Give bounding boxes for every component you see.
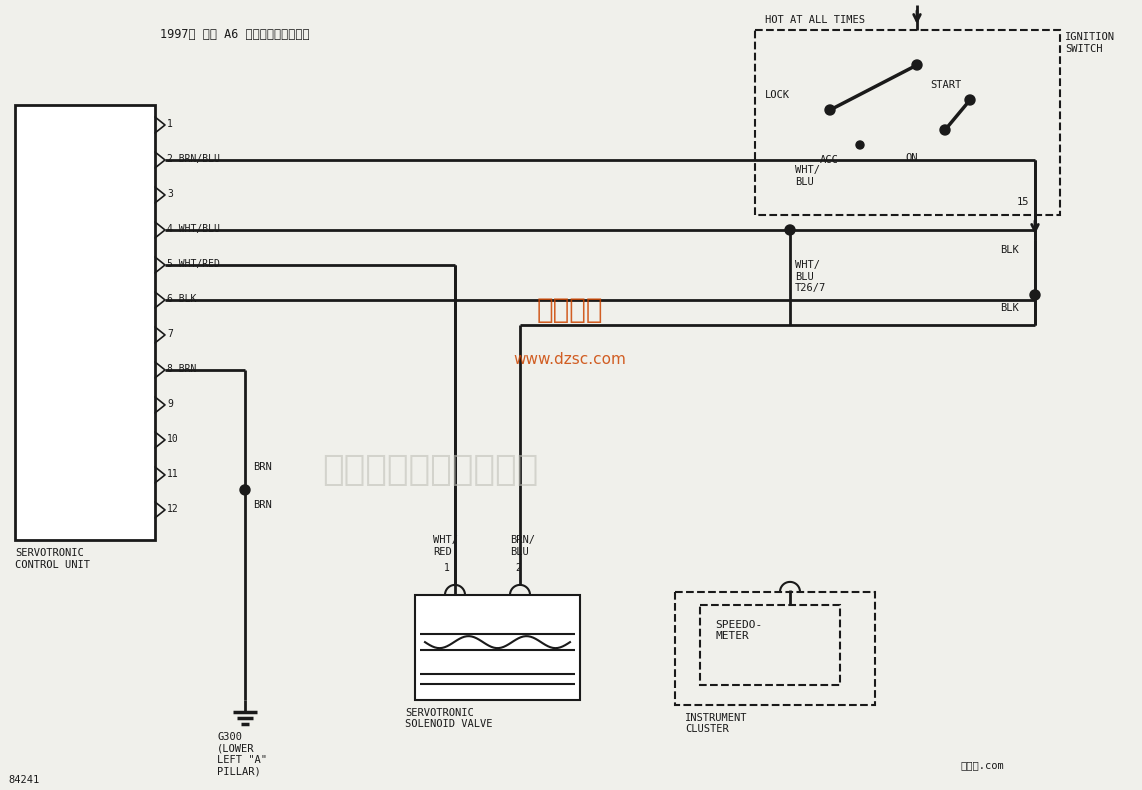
Text: BRN: BRN [254, 500, 272, 510]
Text: 84241: 84241 [8, 775, 39, 784]
Text: 4 WHT/BLU: 4 WHT/BLU [167, 224, 220, 234]
Circle shape [785, 225, 795, 235]
Text: 3: 3 [167, 189, 172, 199]
Text: 维库一下: 维库一下 [537, 296, 603, 324]
Text: IGNITION
SWITCH: IGNITION SWITCH [1065, 32, 1115, 54]
Text: 9: 9 [167, 399, 172, 409]
Text: 1: 1 [444, 563, 450, 573]
Text: SERVOTRONIC
SOLENOID VALVE: SERVOTRONIC SOLENOID VALVE [405, 708, 492, 729]
Circle shape [825, 105, 835, 115]
Text: 5 WHT/RED: 5 WHT/RED [167, 259, 220, 269]
Text: 捷线图.com: 捷线图.com [960, 760, 1004, 770]
Text: 8 BRN: 8 BRN [167, 364, 196, 374]
Bar [675, 592, 875, 705]
Text: BRN/
BLU: BRN/ BLU [510, 535, 534, 556]
Bar [15, 105, 155, 540]
Text: 10: 10 [167, 434, 179, 444]
Text: SERVOTRONIC
CONTROL UNIT: SERVOTRONIC CONTROL UNIT [15, 548, 90, 570]
Text: 2: 2 [515, 563, 521, 573]
Text: BRN: BRN [254, 462, 272, 472]
Bar [700, 605, 841, 685]
Circle shape [1030, 290, 1040, 300]
Text: ON: ON [904, 153, 917, 163]
Text: 15: 15 [1018, 197, 1029, 207]
Text: WHT/
RED: WHT/ RED [433, 535, 458, 556]
Text: BLK: BLK [1000, 245, 1019, 255]
Text: www.dzsc.com: www.dzsc.com [514, 352, 627, 367]
Text: 11: 11 [167, 469, 179, 479]
Circle shape [940, 125, 950, 135]
Text: 7: 7 [167, 329, 172, 339]
Text: 6 BLK: 6 BLK [167, 294, 196, 304]
Text: SPEEDO-
METER: SPEEDO- METER [715, 620, 762, 641]
Text: WHT/
BLU
T26/7: WHT/ BLU T26/7 [795, 260, 827, 293]
Text: HOT AT ALL TIMES: HOT AT ALL TIMES [765, 15, 864, 25]
Circle shape [912, 60, 922, 70]
Bar [755, 30, 1060, 215]
Text: BLK: BLK [1000, 303, 1019, 313]
Text: G300
(LOWER
LEFT "A"
PILLAR): G300 (LOWER LEFT "A" PILLAR) [217, 732, 267, 777]
Circle shape [856, 141, 864, 149]
Text: ACC: ACC [820, 155, 838, 165]
Text: 1: 1 [167, 119, 172, 129]
Text: INSTRUMENT
CLUSTER: INSTRUMENT CLUSTER [685, 713, 748, 735]
Circle shape [965, 95, 975, 105]
Text: 12: 12 [167, 504, 179, 514]
Bar [415, 595, 580, 700]
Circle shape [240, 485, 250, 495]
Text: START: START [930, 80, 962, 90]
Text: 2 BRN/BLU: 2 BRN/BLU [167, 154, 220, 164]
Text: 1997年 奥迪 A6 电控动力转向电路图: 1997年 奥迪 A6 电控动力转向电路图 [160, 28, 309, 41]
Text: WHT/
BLU: WHT/ BLU [795, 165, 820, 186]
Text: 杭州将睿科技有限公司: 杭州将睿科技有限公司 [322, 453, 538, 487]
Text: LOCK: LOCK [765, 90, 790, 100]
